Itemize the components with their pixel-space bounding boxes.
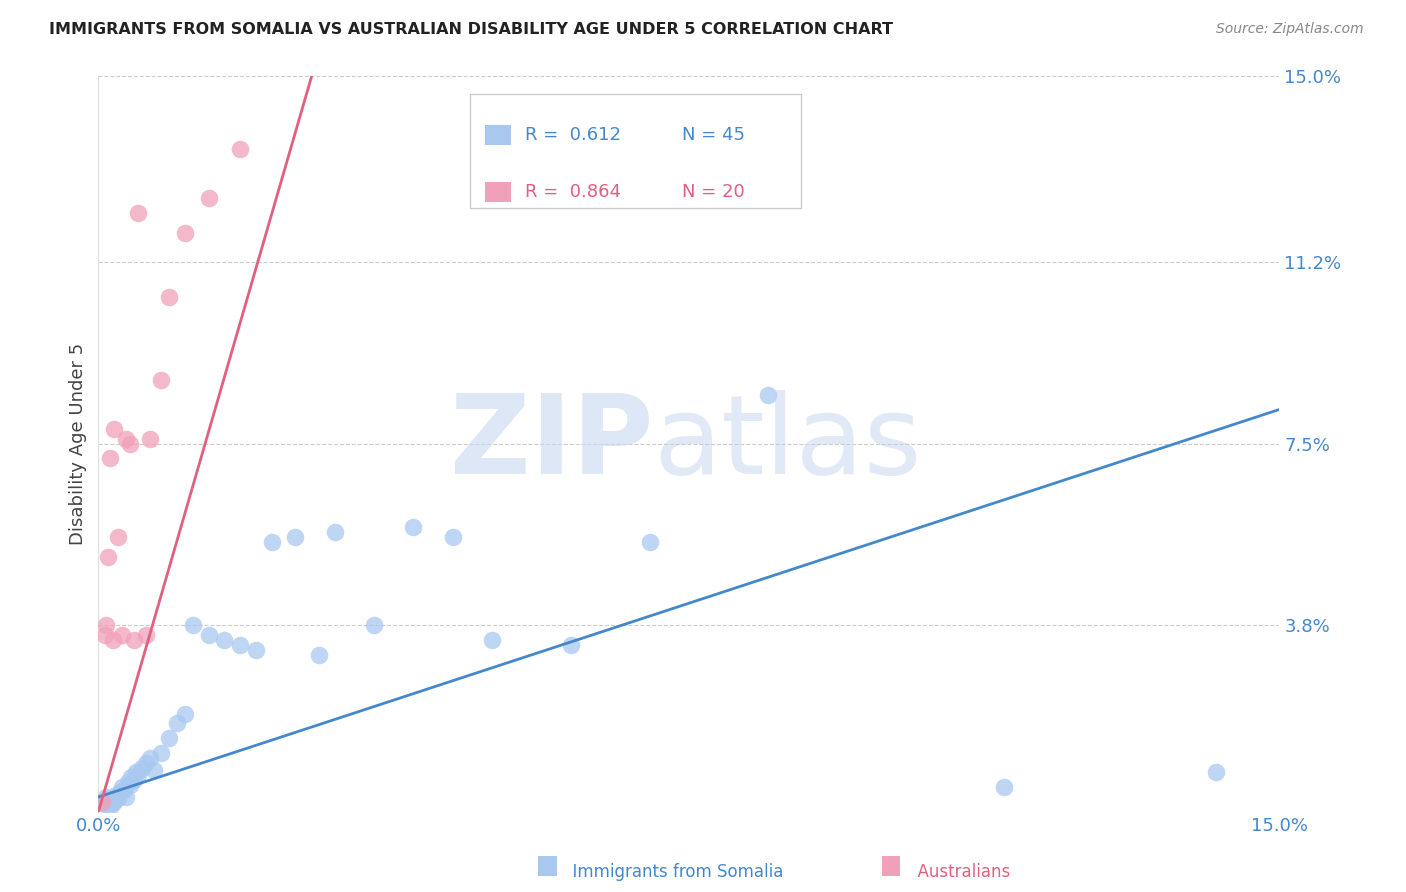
Point (97, 792, 120, 806)
Text: Australians: Australians (907, 863, 1010, 881)
Point (138, 751, 160, 765)
Point (115, 790, 138, 805)
Point (125, 765, 148, 780)
Bar (538, 856, 557, 876)
Point (157, 731, 180, 746)
Point (142, 763, 165, 777)
Point (150, 373, 173, 387)
Point (111, 780, 134, 795)
Bar (471, 95, 801, 209)
Point (197, 192, 219, 206)
Point (93, 628, 115, 642)
Point (110, 785, 132, 799)
Point (127, 206, 149, 220)
Point (97, 549, 120, 564)
Point (363, 618, 385, 632)
Point (138, 432, 160, 446)
Point (229, 142, 252, 157)
Point (402, 520, 425, 534)
Point (214, 633, 236, 648)
Point (107, 791, 129, 805)
Point (284, 530, 307, 544)
Text: R =  0.612: R = 0.612 (524, 126, 621, 144)
Point (118, 778, 141, 792)
Point (117, 775, 139, 789)
Text: Source: ZipAtlas.com: Source: ZipAtlas.com (1216, 22, 1364, 37)
Point (103, 422, 125, 436)
Point (150, 746, 173, 760)
Point (96, 618, 118, 632)
Point (245, 642, 267, 657)
Point (91, 795, 114, 809)
Point (181, 618, 204, 632)
Point (441, 530, 464, 544)
Point (101, 796, 124, 810)
Point (104, 788, 127, 802)
Point (260, 534, 283, 549)
Point (197, 628, 219, 642)
Point (122, 772, 145, 787)
Point (98, 451, 121, 466)
Point (323, 524, 346, 539)
Bar (485, 125, 510, 145)
Point (127, 768, 149, 782)
Point (93, 797, 115, 812)
Text: N = 45: N = 45 (682, 126, 745, 144)
Point (103, 794, 125, 808)
Point (131, 760, 153, 774)
Text: atlas: atlas (654, 391, 922, 497)
Point (993, 780, 1015, 795)
Point (91, 795, 114, 809)
Point (96, 790, 118, 805)
Point (638, 534, 661, 549)
Text: N = 20: N = 20 (682, 183, 745, 201)
Y-axis label: Disability Age Under 5: Disability Age Under 5 (69, 343, 87, 545)
Point (174, 226, 197, 240)
Bar (882, 856, 900, 876)
Point (135, 756, 157, 770)
Bar (485, 182, 510, 202)
Text: ZIP: ZIP (450, 391, 654, 497)
Point (101, 633, 124, 648)
Point (107, 530, 129, 544)
Point (1205, 765, 1227, 780)
Point (135, 628, 157, 642)
Point (308, 648, 330, 662)
Point (560, 638, 582, 652)
Point (112, 782, 135, 797)
Text: IMMIGRANTS FROM SOMALIA VS AUSTRALIAN DISABILITY AGE UNDER 5 CORRELATION CHART: IMMIGRANTS FROM SOMALIA VS AUSTRALIAN DI… (49, 22, 893, 37)
Point (229, 638, 252, 652)
Point (756, 387, 779, 401)
Point (166, 716, 188, 731)
Point (481, 633, 503, 648)
Point (174, 706, 197, 721)
Point (122, 633, 145, 648)
Point (121, 771, 143, 785)
Point (111, 628, 134, 642)
Text: Immigrants from Somalia: Immigrants from Somalia (562, 863, 783, 881)
Point (157, 289, 180, 303)
Point (98, 800, 121, 814)
Point (115, 432, 138, 446)
Point (118, 436, 141, 450)
Text: R =  0.864: R = 0.864 (524, 183, 621, 201)
